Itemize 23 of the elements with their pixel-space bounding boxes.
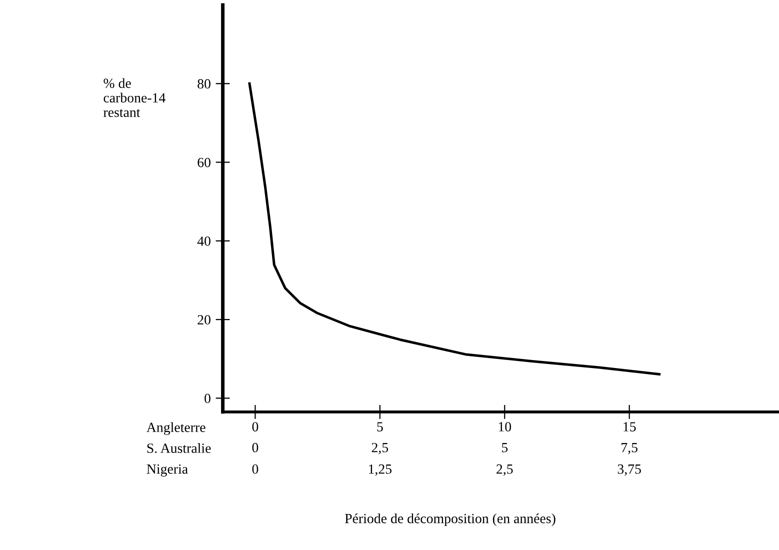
text: 3,75 bbox=[618, 464, 641, 476]
x2-tick-label: 7,5 bbox=[622, 443, 638, 454]
y-tick-label: 80 bbox=[198, 79, 210, 89]
x-tick-label: 0 bbox=[252, 422, 258, 432]
y-tick-label: 40 bbox=[197, 236, 210, 246]
x-tick-label: 5 bbox=[377, 422, 383, 432]
x2-tick-label: 2,5 bbox=[372, 442, 388, 454]
y-tick-label: 0 bbox=[204, 394, 210, 404]
text: 2,5 bbox=[496, 464, 513, 476]
x2-tick-label: 5 bbox=[502, 443, 508, 452]
text: 1,25 bbox=[368, 464, 392, 476]
x-tick-label: 10 bbox=[498, 422, 512, 432]
y-tick-label: 20 bbox=[198, 315, 210, 324]
text: S. Australie bbox=[147, 443, 211, 453]
x-tick-label: 15 bbox=[624, 422, 636, 432]
line-series bbox=[248, 82, 661, 376]
text: Nigeria bbox=[146, 464, 188, 477]
x-axis-title: Période de décomposition (en années) bbox=[344, 513, 556, 526]
y-axis-title: % de carbone-14 restant bbox=[103, 78, 166, 118]
text: Angleterre bbox=[146, 422, 206, 435]
text: 0 bbox=[252, 464, 258, 474]
x2-tick-label: 0 bbox=[252, 442, 258, 452]
y-tick-label: 60 bbox=[198, 158, 210, 168]
